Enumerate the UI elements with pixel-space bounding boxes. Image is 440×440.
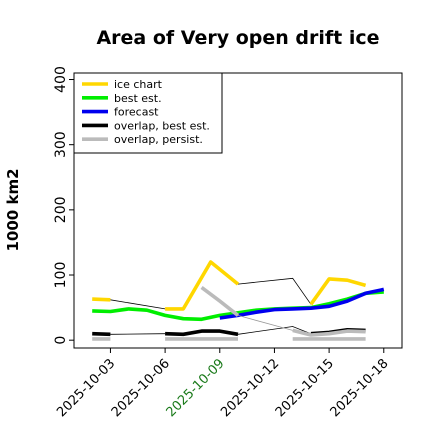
series-forecast <box>219 287 385 320</box>
series-line <box>165 329 239 337</box>
series-connector-line <box>110 299 166 310</box>
legend-label: overlap, best est. <box>114 119 210 132</box>
y-tick-label: 300 <box>53 131 69 158</box>
series-line <box>92 297 111 302</box>
series-line <box>165 260 240 311</box>
series-ice-chart <box>92 260 367 311</box>
series-line <box>292 328 366 337</box>
legend-label: forecast <box>114 106 159 119</box>
y-tick-label: 200 <box>53 196 69 223</box>
series-line <box>219 287 385 320</box>
series-connector-line <box>237 326 312 335</box>
series-connector-line <box>110 333 166 335</box>
legend-label: best est. <box>114 92 162 105</box>
plot-frame <box>73 72 403 349</box>
y-axis-label: 1000 km2 <box>4 168 22 251</box>
series-best-est- <box>92 290 384 322</box>
series-line <box>309 277 367 306</box>
series-overlap-persist- <box>92 285 366 341</box>
chart-title: Area of Very open drift ice <box>96 27 379 49</box>
legend-label: overlap, persist. <box>114 133 203 146</box>
series-line <box>92 290 384 322</box>
y-tick-label: 100 <box>53 262 69 289</box>
y-tick-label: 0 <box>53 336 69 345</box>
legend-label: ice chart <box>114 78 163 91</box>
y-tick-label: 400 <box>53 66 69 93</box>
series-line <box>200 285 240 317</box>
series-line <box>92 331 111 337</box>
x-tick-label: 2025-10-18 <box>328 356 392 420</box>
series-connector-line <box>237 315 293 331</box>
series-connector-line <box>237 277 312 305</box>
